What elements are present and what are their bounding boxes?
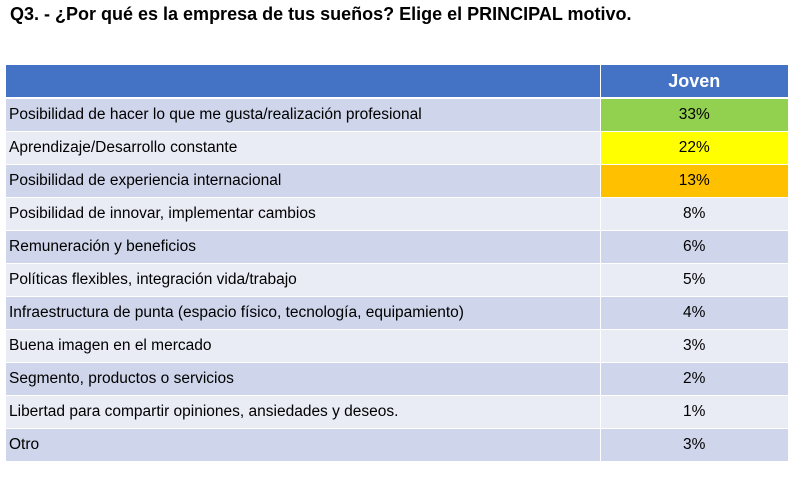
row-label: Posibilidad de experiencia internacional xyxy=(6,164,601,198)
row-label: Posibilidad de innovar, implementar camb… xyxy=(6,197,601,231)
row-label: Otro xyxy=(6,428,601,462)
table-row: Políticas flexibles, integración vida/tr… xyxy=(6,263,788,297)
table-body: Posibilidad de hacer lo que me gusta/rea… xyxy=(6,98,788,462)
table-header-row: Joven xyxy=(6,65,788,99)
table-row: Aprendizaje/Desarrollo constante 22% xyxy=(6,131,788,165)
header-joven: Joven xyxy=(600,65,788,99)
row-value: 1% xyxy=(600,395,788,429)
table-row: Buena imagen en el mercado 3% xyxy=(6,329,788,363)
row-label: Segmento, productos o servicios xyxy=(6,362,601,396)
table-row: Segmento, productos o servicios 2% xyxy=(6,362,788,396)
table-row: Remuneración y beneficios 6% xyxy=(6,230,788,264)
page-title: Q3. - ¿Por qué es la empresa de tus sueñ… xyxy=(10,4,632,24)
survey-table: Joven Posibilidad de hacer lo que me gus… xyxy=(6,65,788,462)
table-row: Posibilidad de experiencia internacional… xyxy=(6,164,788,198)
table-row: Otro 3% xyxy=(6,428,788,462)
table-row: Posibilidad de hacer lo que me gusta/rea… xyxy=(6,98,788,132)
table-row: Posibilidad de innovar, implementar camb… xyxy=(6,197,788,231)
row-value: 3% xyxy=(600,428,788,462)
row-label: Políticas flexibles, integración vida/tr… xyxy=(6,263,601,297)
row-value: 33% xyxy=(600,98,788,132)
row-value: 5% xyxy=(600,263,788,297)
row-value: 8% xyxy=(600,197,788,231)
table-row: Libertad para compartir opiniones, ansie… xyxy=(6,395,788,429)
row-value: 2% xyxy=(600,362,788,396)
row-label: Libertad para compartir opiniones, ansie… xyxy=(6,395,601,429)
row-value: 4% xyxy=(600,296,788,330)
row-label: Infraestructura de punta (espacio físico… xyxy=(6,296,601,330)
header-label-cell xyxy=(6,65,601,99)
row-value: 22% xyxy=(600,131,788,165)
row-label: Buena imagen en el mercado xyxy=(6,329,601,363)
row-label: Remuneración y beneficios xyxy=(6,230,601,264)
row-value: 3% xyxy=(600,329,788,363)
row-value: 6% xyxy=(600,230,788,264)
table-row: Infraestructura de punta (espacio físico… xyxy=(6,296,788,330)
row-value: 13% xyxy=(600,164,788,198)
row-label: Posibilidad de hacer lo que me gusta/rea… xyxy=(6,98,601,132)
row-label: Aprendizaje/Desarrollo constante xyxy=(6,131,601,165)
